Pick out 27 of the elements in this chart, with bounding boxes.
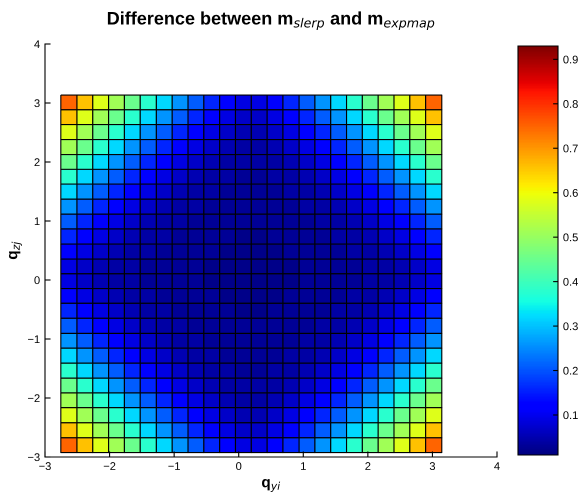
x-axis-title: q$_{yi}$ <box>262 479 280 492</box>
color-bar-label: 0.2 <box>563 366 578 375</box>
color-bar-label: 0.4 <box>563 278 578 286</box>
color-bar-label: 0.7 <box>563 144 578 152</box>
y-tick-label: 2 <box>34 158 40 166</box>
x-tick-label: 3 <box>430 462 436 470</box>
x-tick-label: 1 <box>301 462 306 470</box>
color-bar-label: 0.8 <box>563 100 578 108</box>
y-axis-title: q$_{zj}$ <box>8 242 22 260</box>
y-tick-label: −2 <box>28 394 40 402</box>
y-tick-label: 1 <box>34 217 40 226</box>
x-tick-label: 2 <box>365 462 370 470</box>
y-tick-label: −3 <box>28 453 40 462</box>
color-bar-label: 0.9 <box>563 56 578 64</box>
color-bar-label: 0.1 <box>563 411 578 420</box>
color-bar-label: 0.5 <box>563 233 578 242</box>
x-tick-label: −2 <box>104 462 116 470</box>
color-bar-label: 0.3 <box>563 322 578 330</box>
y-tick-label: 0 <box>34 276 40 284</box>
y-tick-label: 4 <box>34 40 40 48</box>
color-bar-label: 0.6 <box>563 188 578 197</box>
x-tick-label: −1 <box>168 462 180 470</box>
y-tick-label: 3 <box>34 99 40 108</box>
y-tick-label: −1 <box>28 335 40 344</box>
chart-title: Difference between m$_{slerp}$ and m$_{expmap}$ <box>108 11 434 30</box>
x-tick-label: 0 <box>236 462 242 470</box>
x-tick-label: 4 <box>494 462 500 470</box>
